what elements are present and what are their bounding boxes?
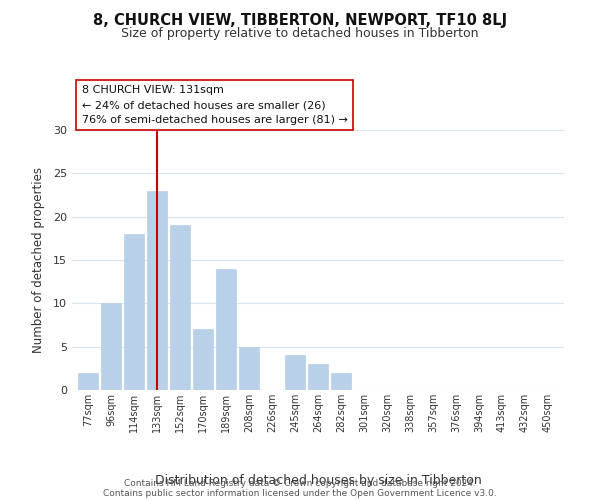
Bar [285, 356, 305, 390]
Y-axis label: Number of detached properties: Number of detached properties [32, 167, 44, 353]
Text: Contains public sector information licensed under the Open Government Licence v3: Contains public sector information licen… [103, 488, 497, 498]
Bar [331, 372, 351, 390]
Bar [170, 226, 190, 390]
Bar [79, 372, 98, 390]
Bar [193, 330, 213, 390]
Bar [308, 364, 328, 390]
Text: Contains HM Land Registry data © Crown copyright and database right 2024.: Contains HM Land Registry data © Crown c… [124, 478, 476, 488]
Bar [239, 346, 259, 390]
Text: 8, CHURCH VIEW, TIBBERTON, NEWPORT, TF10 8LJ: 8, CHURCH VIEW, TIBBERTON, NEWPORT, TF10… [93, 12, 507, 28]
Text: Size of property relative to detached houses in Tibberton: Size of property relative to detached ho… [121, 28, 479, 40]
Text: 8 CHURCH VIEW: 131sqm
← 24% of detached houses are smaller (26)
76% of semi-deta: 8 CHURCH VIEW: 131sqm ← 24% of detached … [82, 85, 348, 125]
Bar [216, 268, 236, 390]
Bar [101, 304, 121, 390]
Bar [124, 234, 144, 390]
X-axis label: Distribution of detached houses by size in Tibberton: Distribution of detached houses by size … [155, 474, 481, 487]
Bar [147, 190, 167, 390]
